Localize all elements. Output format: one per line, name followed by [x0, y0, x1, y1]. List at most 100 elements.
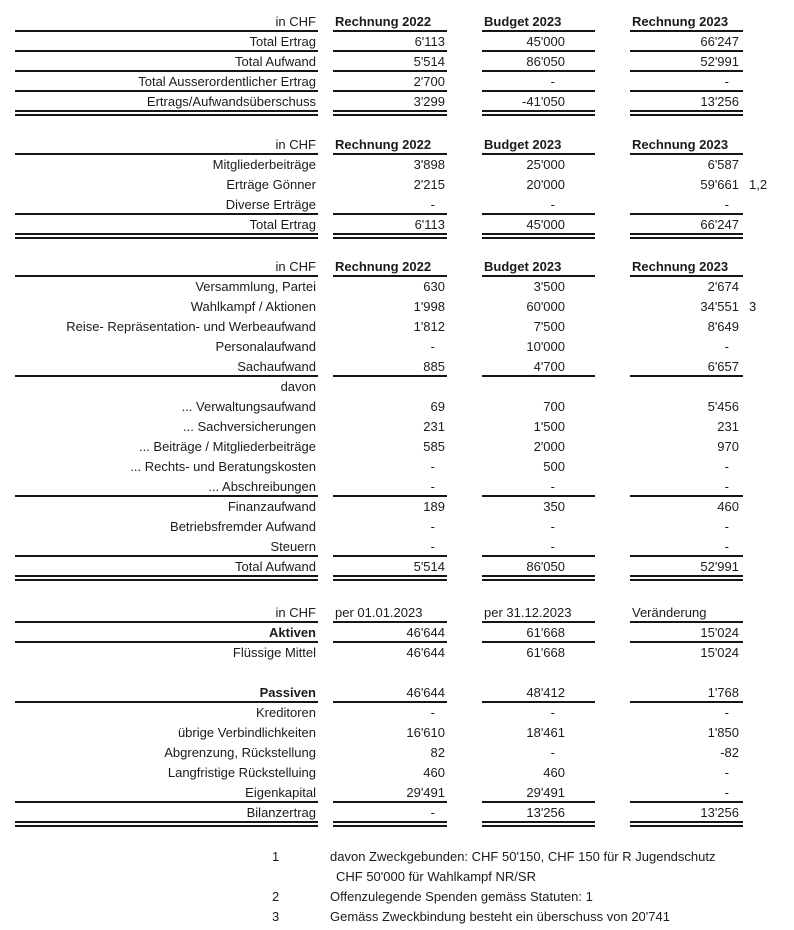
cell-value: -82: [720, 745, 739, 760]
footnote: 3 Gemäss Zweckbindung besteht ein übersch…: [0, 907, 794, 927]
cell-value: 15'024: [700, 645, 739, 660]
table-row: Kreditoren - - -: [0, 703, 789, 723]
cell-value: 970: [717, 439, 739, 454]
cell-value: 10'000: [526, 339, 565, 354]
row-label: Sachaufwand: [15, 357, 318, 377]
row-note: [749, 397, 789, 417]
row-label: Total Ertrag: [15, 32, 318, 52]
cell-value: -: [724, 705, 729, 720]
row-label: Finanzaufwand: [227, 499, 316, 514]
table-row: ... Sachversicherungen 231 1'500 231: [0, 417, 789, 437]
cell-value: 6'113: [333, 32, 447, 52]
column-header: per 01.01.2023: [333, 603, 447, 623]
footnote-text: Gemäss Zweckbindung besteht ein überschu…: [330, 909, 670, 924]
cell-value: [630, 663, 743, 683]
column-header: Budget 2023: [482, 12, 595, 32]
column-header-label: in CHF: [15, 257, 318, 277]
row-label: ... Abschreibungen: [15, 477, 318, 497]
row-note: [749, 723, 789, 743]
row-note: [749, 357, 789, 377]
table-row: Abgrenzung, Rückstellung 82 - -82: [0, 743, 789, 763]
row-note: [749, 257, 789, 277]
cell-value: 34'551: [700, 299, 739, 314]
table-overview: in CHF Rechnung 2022 Budget 2023 Rechnung 2…: [0, 12, 789, 116]
row-note: [749, 623, 789, 643]
cell-value: 59'661: [700, 177, 739, 192]
double-rule: [0, 577, 789, 581]
cell-value: 13'256: [482, 803, 595, 823]
table-row: übrige Verbindlichkeiten 16'610 18'461 1'85…: [0, 723, 789, 743]
cell-value: 16'610: [406, 725, 445, 740]
cell-value: 4'700: [482, 357, 595, 377]
cell-value: 3'898: [413, 157, 445, 172]
row-label: Eigenkapital: [15, 783, 318, 803]
row-note: [749, 92, 789, 112]
footnote-text: Offenzulegende Spenden gemäss Statuten: …: [330, 889, 593, 904]
table-row: Total Ausserordentlicher Ertrag 2'700 - -: [0, 72, 789, 92]
row-label: Aktiven: [15, 623, 318, 643]
row-note: [749, 703, 789, 723]
cell-value: -: [724, 339, 729, 354]
footnote: 2 Offenzulegende Spenden gemäss Statuten:…: [0, 887, 794, 907]
row-label: ... Sachversicherungen: [183, 419, 316, 434]
column-header: Rechnung 2023: [630, 135, 743, 155]
row-note: [749, 683, 789, 703]
cell-value: 5'514: [333, 52, 447, 72]
cell-value: 2'000: [533, 439, 565, 454]
column-header-label: in CHF: [15, 12, 318, 32]
cell-value: [482, 377, 595, 397]
cell-value: 3'299: [333, 92, 447, 112]
column-header: Budget 2023: [482, 257, 595, 277]
row-note: [749, 437, 789, 457]
row-note: [749, 417, 789, 437]
cell-value: -: [333, 195, 447, 215]
cell-value: 1'850: [707, 725, 739, 740]
column-header: Rechnung 2022: [333, 257, 447, 277]
cell-value: 231: [717, 419, 739, 434]
cell-value: -: [724, 765, 729, 780]
cell-value: 29'491: [333, 783, 447, 803]
row-label: Wahlkampf / Aktionen: [190, 299, 316, 314]
row-label: übrige Verbindlichkeiten: [177, 725, 316, 740]
column-header: per 31.12.2023: [482, 603, 595, 623]
cell-value: 231: [423, 419, 445, 434]
cell-value: 585: [423, 439, 445, 454]
row-label: Bilanzertrag: [15, 803, 318, 823]
cell-value: 885: [333, 357, 447, 377]
cell-value: -: [430, 459, 435, 474]
table-row: Betriebsfremder Aufwand - - -: [0, 517, 789, 537]
row-note: 1,2: [749, 177, 768, 192]
cell-value: [630, 377, 743, 397]
row-note: [749, 517, 789, 537]
double-rule: [0, 112, 789, 116]
row-note: [749, 457, 789, 477]
header-row: in CHF Rechnung 2022 Budget 2023 Rechnung 2…: [0, 257, 789, 277]
cell-value: 13'256: [630, 803, 743, 823]
cell-value: 60'000: [526, 299, 565, 314]
table-ertrag: in CHF Rechnung 2022 Budget 2023 Rechnung 2…: [0, 135, 789, 239]
footnote-number: [272, 867, 284, 887]
header-row: in CHF Rechnung 2022 Budget 2023 Rechnung 2…: [0, 12, 789, 32]
row-note: [749, 783, 789, 803]
table-row: Ertrags/Aufwandsüberschuss 3'299 -41'050 13…: [0, 92, 789, 112]
column-header-label: in CHF: [15, 603, 318, 623]
table-row: Steuern - - -: [0, 537, 789, 557]
table-row: Bilanzertrag - 13'256 13'256: [0, 803, 789, 823]
cell-value: 700: [543, 399, 565, 414]
cell-value: 5'456: [707, 399, 739, 414]
row-label: Steuern: [15, 537, 318, 557]
row-label: Total Ausserordentlicher Ertrag: [15, 72, 318, 92]
cell-value: -: [430, 339, 435, 354]
cell-value: 189: [423, 499, 445, 514]
row-note: [749, 557, 789, 577]
row-note: [749, 195, 789, 215]
cell-value: 6'587: [707, 157, 739, 172]
row-label: Personalaufwand: [215, 339, 316, 354]
cell-value: 1'768: [630, 683, 743, 703]
row-note: [749, 337, 789, 357]
table-row: Reise- Repräsentation- und Werbeaufwand 1…: [0, 317, 789, 337]
footnote: 1 davon Zweckgebunden: CHF 50'150, CHF 15…: [0, 847, 794, 867]
table-row: Total Aufwand 5'514 86'050 52'991: [0, 557, 789, 577]
tables: in CHF Rechnung 2022 Budget 2023 Rechnung 2…: [0, 12, 794, 827]
